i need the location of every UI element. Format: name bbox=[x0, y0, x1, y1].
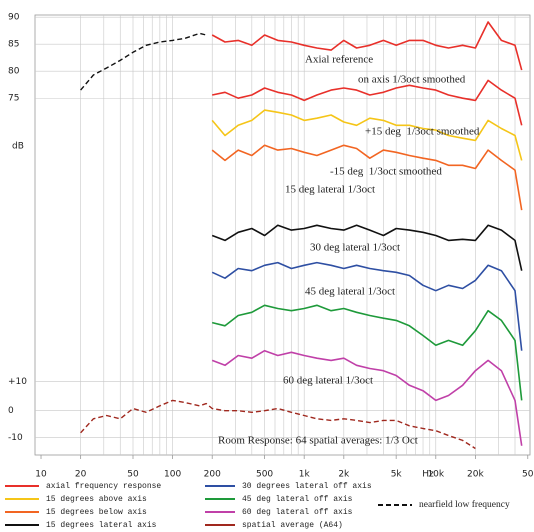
annotation: +15 deg 1/3oct smoothed bbox=[365, 126, 480, 138]
x-tick-label: 100 bbox=[164, 470, 181, 480]
y-tick-label: 90 bbox=[8, 13, 20, 23]
annotation: Room Response: 64 spatial averages: 1/3 … bbox=[218, 435, 418, 447]
y-tick-label: 75 bbox=[8, 94, 19, 104]
annotation: 60 deg lateral 1/3oct bbox=[283, 375, 373, 387]
annotation: 30 deg lateral 1/3oct bbox=[310, 242, 400, 254]
series-line bbox=[212, 79, 523, 126]
legend-label: 45 deg lateral off axis bbox=[242, 495, 353, 504]
y-tick-label: 0 bbox=[8, 406, 14, 416]
y-tick-label: -10 bbox=[8, 433, 23, 443]
x-tick-label: 10 bbox=[35, 470, 47, 480]
legend-label: axial frequency response bbox=[46, 482, 161, 491]
series-line bbox=[211, 109, 523, 161]
x-tick-label: 50 bbox=[522, 470, 534, 480]
legend-label: 60 deg lateral off axis bbox=[242, 508, 353, 517]
series-line bbox=[211, 144, 523, 211]
legend-label: 30 degrees lateral off axis bbox=[242, 482, 372, 491]
annotation: 45 deg lateral 1/3oct bbox=[305, 286, 395, 298]
x-tick-label: 500 bbox=[256, 470, 273, 480]
x-tick-label: 20 bbox=[75, 470, 87, 480]
series-line bbox=[211, 349, 523, 446]
series-line bbox=[80, 399, 476, 450]
series-line bbox=[211, 224, 523, 271]
y-tick-label: 85 bbox=[8, 40, 19, 50]
x-tick-label: 5k bbox=[391, 470, 403, 480]
x-tick-label: 50 bbox=[127, 470, 139, 480]
legend-label: 15 degrees below axis bbox=[46, 508, 147, 517]
x-axis-label: Hz bbox=[422, 470, 434, 480]
x-tick-label: 10k bbox=[427, 470, 444, 480]
annotation: 15 deg lateral 1/3oct bbox=[285, 184, 375, 196]
y-tick-label: +10 bbox=[8, 377, 27, 387]
series-line bbox=[211, 21, 523, 71]
legend-label: 15 degrees lateral axis bbox=[46, 521, 157, 530]
legend-label: 15 degrees above axis bbox=[46, 495, 147, 504]
plot-frame bbox=[34, 14, 531, 456]
annotation: -15 deg 1/3oct smoothed bbox=[330, 166, 442, 178]
y-axis-label: dB bbox=[12, 142, 24, 152]
x-tick-label: 2k bbox=[338, 470, 350, 480]
legend-label: nearfield low frequency bbox=[419, 499, 510, 510]
legend-label: spatial average (A64) bbox=[242, 521, 343, 530]
x-tick-label: 20k bbox=[467, 470, 484, 480]
series-line bbox=[212, 304, 523, 401]
series-line bbox=[80, 32, 207, 91]
annotation: Axial reference bbox=[305, 54, 373, 66]
x-tick-label: 1k bbox=[299, 470, 311, 480]
annotation: on axis 1/3oct smoothed bbox=[358, 74, 466, 86]
x-tick-label: 200 bbox=[204, 470, 221, 480]
series-line bbox=[211, 261, 523, 351]
y-tick-label: 80 bbox=[8, 67, 20, 77]
